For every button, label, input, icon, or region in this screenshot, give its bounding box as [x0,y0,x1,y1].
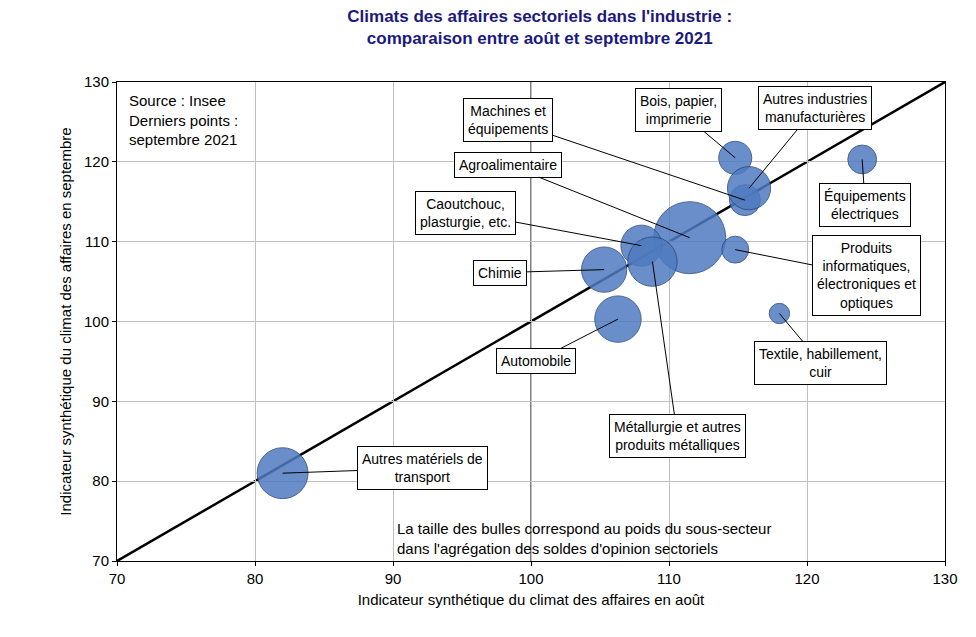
svg-text:Bois, papier,imprimerie: Bois, papier,imprimerie [640,93,717,127]
svg-text:Autres matériels detransport: Autres matériels detransport [362,451,483,485]
svg-text:110: 110 [85,233,109,250]
svg-text:Machines etéquipements: Machines etéquipements [468,103,548,137]
svg-text:Métallurgie et autresproduits: Métallurgie et autresproduits métallique… [614,419,741,453]
svg-text:100: 100 [84,313,109,330]
svg-text:Source : InseeDerniers points: Source : InseeDerniers points :septembre… [129,92,238,148]
svg-text:110: 110 [657,570,681,587]
svg-text:100: 100 [518,570,543,587]
svg-text:Chimie: Chimie [478,265,522,281]
svg-text:120: 120 [84,153,109,170]
svg-text:90: 90 [385,570,402,587]
svg-text:130: 130 [932,570,957,587]
svg-text:70: 70 [92,552,109,569]
svg-text:Indicateur synthétique du clim: Indicateur synthétique du climat des aff… [358,591,705,608]
svg-text:La taille des bulles correspon: La taille des bulles correspond au poids… [397,520,771,557]
svg-text:Équipementsélectriques: Équipementsélectriques [824,188,906,222]
svg-text:Automobile: Automobile [501,353,571,369]
svg-text:90: 90 [92,393,109,410]
svg-text:Agroalimentaire: Agroalimentaire [459,157,557,173]
svg-text:80: 80 [247,570,264,587]
svg-text:Indicateur synthétique du clim: Indicateur synthétique du climat des aff… [57,127,74,515]
svg-text:120: 120 [794,570,819,587]
svg-text:130: 130 [84,73,109,90]
svg-text:Caoutchouc,plasturgie, etc.: Caoutchouc,plasturgie, etc. [420,196,511,230]
svg-text:80: 80 [92,472,109,489]
svg-text:Climats des affaires sectoriel: Climats des affaires sectoriels dans l'i… [347,7,732,48]
svg-text:Autres industriesmanufacturièr: Autres industriesmanufacturières [763,91,867,125]
svg-text:Textile, habillement,cuir: Textile, habillement,cuir [759,346,882,380]
svg-text:Produitsinformatiques,électron: Produitsinformatiques,électroniques etop… [817,240,916,311]
svg-text:70: 70 [109,570,126,587]
